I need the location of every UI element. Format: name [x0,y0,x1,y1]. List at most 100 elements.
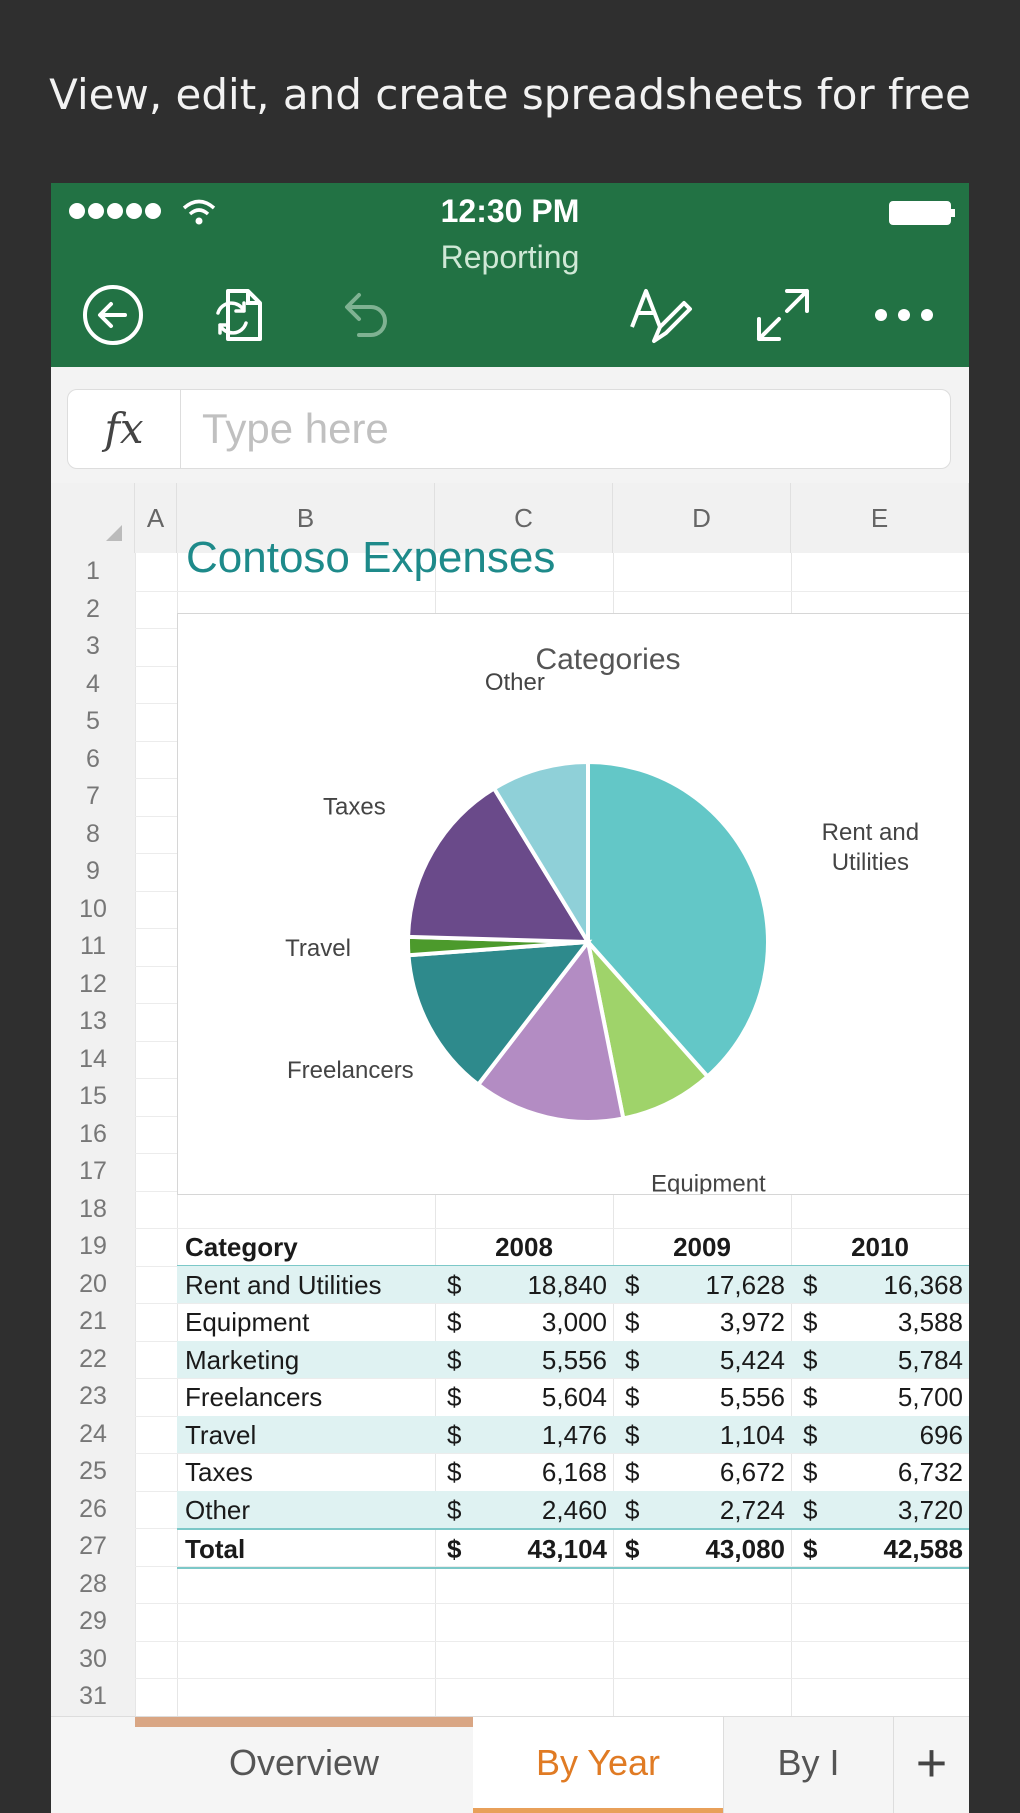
table-row[interactable]: Freelancers $5,604 $5,556 $5,700 [177,1378,969,1415]
amount-cell: 6,168 [541,1457,607,1487]
row-header[interactable]: 3 [51,628,135,666]
amount-cell: 42,588 [883,1534,963,1564]
column-header-a[interactable]: A [135,483,177,553]
amount-cell: 1,104 [719,1419,785,1450]
table-row[interactable]: Equipment $3,000 $3,972 $3,588 [177,1303,969,1340]
row-header[interactable]: 7 [51,778,135,816]
row-header[interactable]: 25 [51,1453,135,1491]
currency-symbol: $ [447,1494,462,1525]
undo-icon[interactable] [331,283,395,347]
column-header-b[interactable]: B [177,483,435,553]
currency-symbol: $ [803,1269,818,1300]
table-row[interactable]: Taxes $6,168 $6,672 $6,732 [177,1453,969,1490]
row-header[interactable]: 24 [51,1415,135,1453]
pie-slice[interactable] [475,937,626,1124]
back-arrow-icon[interactable] [81,283,145,347]
row-header[interactable]: 14 [51,1040,135,1078]
pie-slice[interactable] [586,759,770,1080]
pie-slice[interactable] [406,939,593,1088]
amount-cell: 18,840 [527,1269,607,1300]
currency-symbol: $ [625,1419,640,1450]
row-header[interactable]: 28 [51,1565,135,1603]
grid-line [135,1678,969,1679]
pie-slice[interactable] [406,785,592,945]
row-header[interactable]: 2 [51,590,135,628]
currency-symbol: $ [803,1457,818,1487]
row-header[interactable]: 20 [51,1265,135,1303]
row-header[interactable]: 31 [51,1678,135,1716]
row-header[interactable]: 30 [51,1640,135,1678]
sheet-title[interactable]: Contoso Expenses [186,533,556,582]
currency-symbol: $ [447,1269,462,1300]
row-header[interactable]: 21 [51,1303,135,1341]
table-row[interactable]: Travel $1,476 $1,104 $696 [177,1415,969,1453]
table-header-row: Category 2008 2009 2010 [177,1228,969,1267]
row-header[interactable]: 16 [51,1115,135,1153]
currency-symbol: $ [447,1344,462,1375]
tab-by-partial[interactable]: By I [723,1717,893,1813]
column-header-e[interactable]: E [791,483,969,553]
row-header[interactable]: 12 [51,965,135,1003]
category-cell: Marketing [185,1344,300,1375]
amount-cell: 3,588 [897,1307,963,1337]
fx-label: fx [68,390,181,468]
row-header[interactable]: 4 [51,665,135,703]
category-cell: Taxes [185,1457,253,1487]
row-header[interactable]: 15 [51,1078,135,1116]
row-header[interactable]: 11 [51,928,135,966]
amount-cell: 16,368 [883,1269,963,1300]
row-header[interactable]: 5 [51,703,135,741]
currency-symbol: $ [625,1534,640,1564]
row-header[interactable]: 17 [51,1153,135,1191]
tab-by-year[interactable]: By Year [473,1717,723,1813]
row-header[interactable]: 6 [51,740,135,778]
currency-symbol: $ [803,1382,818,1412]
sync-document-icon[interactable] [206,283,270,347]
row-header[interactable]: 19 [51,1228,135,1266]
edit-format-icon[interactable] [626,283,696,347]
currency-symbol: $ [803,1494,818,1525]
row-header[interactable]: 8 [51,815,135,853]
row-header[interactable]: 9 [51,853,135,891]
spreadsheet-grid[interactable]: A B C D E 1 2 3 4 5 6 7 8 9 10 11 12 13 14 15 16 17 18 19 2… [51,483,969,1813]
row-header[interactable]: 29 [51,1603,135,1641]
wifi-icon [182,199,216,225]
table-total-row[interactable]: Total $43,104 $43,080 $42,588 [177,1528,969,1569]
pie-slice-label: Equipment [651,1171,766,1194]
amount-cell: 6,672 [719,1457,785,1487]
pie-slice-label: Taxes [323,794,386,821]
table-row[interactable]: Marketing $5,556 $5,424 $5,784 [177,1340,969,1378]
pie-slice-label: Other [485,669,545,696]
add-sheet-button[interactable]: + [893,1717,969,1813]
row-header[interactable]: 27 [51,1528,135,1566]
header-category: Category [185,1232,298,1262]
phone-screen: 12:30 PM Reporting fx [51,183,969,1813]
currency-symbol: $ [447,1307,462,1337]
table-row[interactable]: Other $2,460 $2,724 $3,720 [177,1490,969,1528]
table-row[interactable]: Rent and Utilities $18,840 $17,628 $16,368 [177,1265,969,1303]
currency-symbol: $ [803,1419,818,1450]
fullscreen-icon[interactable] [751,283,815,347]
category-cell: Equipment [185,1307,310,1337]
row-header[interactable]: 22 [51,1340,135,1378]
pie-slice-label: Freelancers [287,1057,414,1084]
row-header[interactable]: 26 [51,1490,135,1528]
row-header[interactable]: 10 [51,890,135,928]
row-header[interactable]: 23 [51,1378,135,1416]
amount-cell: 1,476 [541,1419,607,1450]
amount-cell: 2,460 [541,1494,607,1525]
tab-overview[interactable]: Overview [228,1742,380,1783]
select-all-corner[interactable] [51,483,135,553]
more-options-icon[interactable] [869,283,939,347]
row-header[interactable]: 18 [51,1190,135,1228]
pie-slice[interactable] [491,759,590,950]
formula-input[interactable] [200,400,924,458]
row-header[interactable]: 1 [51,553,135,591]
row-header[interactable]: 13 [51,1003,135,1041]
column-header-d[interactable]: D [613,483,791,553]
column-header-c[interactable]: C [435,483,613,553]
category-cell: Freelancers [185,1382,323,1412]
category-cell: Rent and Utilities [185,1269,382,1300]
